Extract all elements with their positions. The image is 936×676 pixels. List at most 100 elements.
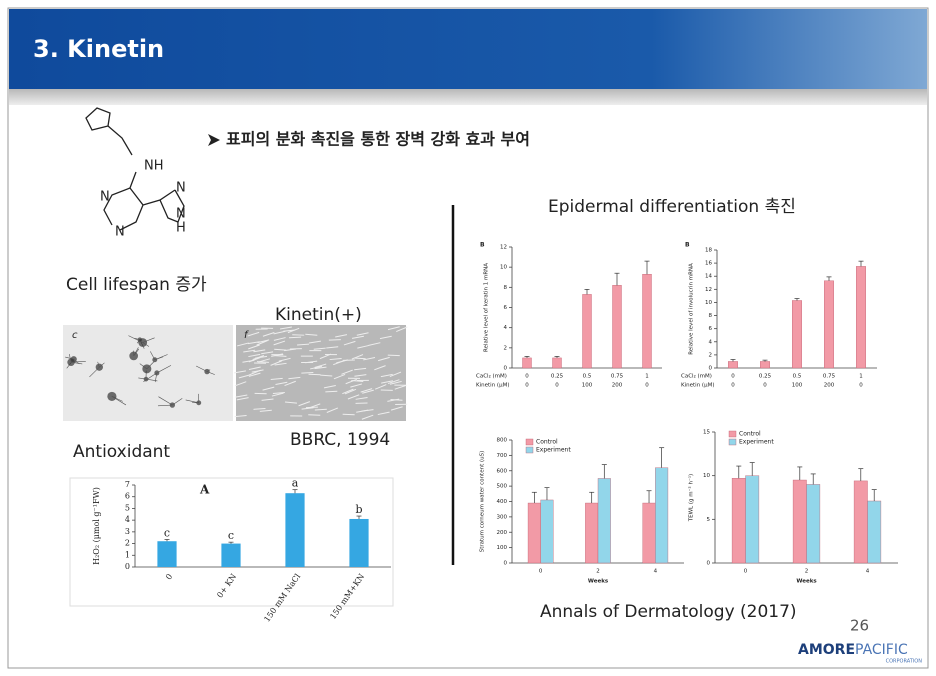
fibroblast <box>345 378 357 385</box>
fibroblast <box>243 349 256 353</box>
fibroblast <box>289 336 302 339</box>
cell-process <box>195 365 208 372</box>
bar <box>824 280 835 369</box>
fibroblast <box>284 380 296 387</box>
significance-letter: c <box>164 526 170 539</box>
fibroblast <box>394 384 407 390</box>
header-band <box>9 9 927 89</box>
bar <box>853 480 868 564</box>
legend-label: Experiment <box>739 439 774 446</box>
fibroblast <box>274 362 287 366</box>
fibroblast <box>256 340 268 346</box>
fibroblast <box>308 403 321 409</box>
lifespan-label: Cell lifespan 증가 <box>66 275 207 295</box>
y-tick-label: 3 <box>125 527 130 536</box>
fibroblast <box>279 326 292 330</box>
legend-swatch <box>525 438 534 446</box>
fibroblast <box>329 358 342 361</box>
x-row-name: Kinetin (μM) <box>476 383 509 389</box>
fibroblast <box>273 337 286 341</box>
cell <box>196 400 202 406</box>
y-tick-label: 14 <box>705 274 712 280</box>
fibroblast <box>301 371 314 374</box>
significance-letter: c <box>228 529 234 542</box>
fibroblast <box>247 331 260 337</box>
bar <box>792 479 807 564</box>
fibroblast <box>355 397 368 400</box>
fibroblast <box>374 365 386 371</box>
fibroblast <box>377 356 390 362</box>
fibroblast <box>347 394 360 400</box>
fibroblast <box>356 409 369 413</box>
atom-label: N <box>115 225 125 240</box>
fibroblast <box>368 342 381 346</box>
x-row-value: 200 <box>824 383 835 389</box>
cell-process <box>89 367 100 378</box>
bullet-text: 표피의 분화 촉진을 통한 장벽 강화 효과 부여 <box>226 130 530 149</box>
fibroblast <box>333 373 346 380</box>
panel-label: c <box>72 330 78 341</box>
x-row-value: 1 <box>859 374 863 380</box>
logo-sub: CORPORATION <box>886 659 923 665</box>
fibroblast <box>354 374 367 377</box>
cell-process <box>133 348 140 357</box>
fibroblast <box>344 388 357 395</box>
chart-frame <box>69 477 394 607</box>
y-tick-label: 12 <box>500 245 507 251</box>
fibroblast <box>234 370 247 374</box>
cell-process <box>139 363 148 370</box>
y-tick-label: 6 <box>504 305 508 311</box>
fibroblast <box>341 369 353 375</box>
y-tick-label: 12 <box>705 287 712 293</box>
fibroblast <box>248 372 261 377</box>
y-tick-label: 0 <box>504 561 508 567</box>
cell-process <box>150 351 156 360</box>
fibroblast <box>314 408 327 411</box>
fibroblast <box>270 377 283 380</box>
x-tick-label: 0 <box>744 569 748 575</box>
fibroblast <box>320 374 333 377</box>
legend-swatch <box>728 430 737 438</box>
micrograph-f <box>236 325 406 421</box>
fibroblast <box>261 398 274 401</box>
fibroblast <box>389 380 402 385</box>
x-row-name: CaCl₂ (mM) <box>681 374 712 380</box>
fibroblast <box>363 356 376 361</box>
y-tick-label: 15 <box>703 430 710 436</box>
x-row-value: 100 <box>792 383 803 389</box>
x-row-value: 0.75 <box>823 374 836 380</box>
y-tick-label: 100 <box>497 545 508 551</box>
fibroblast <box>236 397 249 401</box>
bar <box>582 294 592 369</box>
fibroblast <box>308 414 321 416</box>
x-tick-label: 4 <box>654 569 658 575</box>
y-tick-label: 2 <box>504 345 508 351</box>
antioxidant-label: Antioxidant <box>73 442 170 462</box>
x-row-value: 0 <box>859 383 863 389</box>
fibroblast <box>350 383 363 388</box>
cell-process <box>154 354 168 361</box>
cell-process <box>143 372 158 382</box>
y-tick-label: 0 <box>709 366 713 372</box>
citation: BBRC, 1994 <box>290 430 390 450</box>
x-tick-label: 4 <box>866 569 870 575</box>
bar <box>655 467 669 564</box>
fibroblast <box>351 335 364 339</box>
x-tick-label: 2 <box>596 569 600 575</box>
fibroblast <box>258 358 271 363</box>
bullet-arrow <box>208 134 220 146</box>
x-row-value: 0.25 <box>759 374 772 380</box>
cell-process <box>146 361 155 370</box>
y-tick-label: 6 <box>709 326 713 332</box>
panel-letter: B <box>480 242 485 249</box>
cell-process <box>71 361 83 365</box>
fibroblast <box>381 380 394 384</box>
y-tick-label: 700 <box>497 453 508 459</box>
bar <box>642 502 656 564</box>
y-tick-label: 1 <box>125 550 130 559</box>
fibroblast <box>288 376 301 380</box>
y-axis-label: Relative level of keratin 1 mRNA <box>484 263 490 352</box>
cell-process <box>138 377 147 380</box>
fibroblast <box>234 415 247 418</box>
